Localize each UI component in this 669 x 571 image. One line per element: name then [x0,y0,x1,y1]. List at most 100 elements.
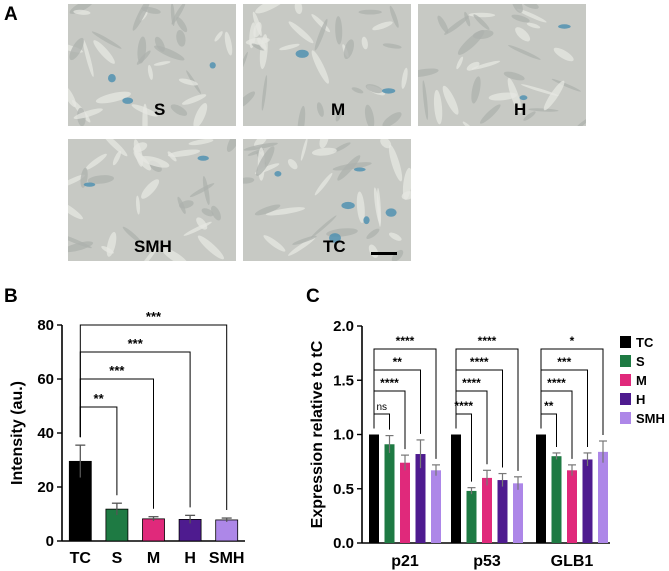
legend-label: TC [636,335,654,350]
cell-shape [523,111,536,121]
cell-shape [254,139,268,148]
micrograph-smh: SMH [68,139,236,261]
cell-shape [382,112,402,126]
cell-shape [466,61,480,71]
cell-shape [176,17,188,33]
micrograph-h-image [418,4,586,126]
cell-shape [170,4,175,27]
significance-label: ** [544,399,554,413]
significance-label: **** [547,376,566,390]
panel-c-letter: C [306,286,320,307]
cell-shape [389,5,399,28]
micrograph-m: M [243,4,411,126]
y-tick-label: 1.0 [333,427,354,444]
significance-label: **** [478,334,497,348]
cell-shape [314,18,328,51]
cell-shape [335,16,343,45]
cell-shape [171,4,186,25]
significance-bracket [373,348,437,459]
cell-shape [102,139,128,157]
cell-shape [444,15,469,35]
stain-spot [519,95,528,101]
cell-shape [294,4,303,15]
significance-label: ** [393,355,403,369]
cell-shape [87,175,115,184]
cell-shape [201,208,214,217]
bar [105,508,129,542]
cell-shape [135,195,141,215]
cell-shape [68,241,94,253]
cell-shape [82,39,94,77]
x-tick-label: S [112,550,123,567]
cell-shape [193,103,208,126]
cell-shape [361,36,368,50]
cell-shape [243,51,248,75]
cell-shape [351,87,364,94]
cell-shape [473,14,490,30]
significance-label: ** [94,391,105,406]
legend-swatch [620,374,631,386]
x-tick-label: p53 [473,553,501,570]
bar [400,462,410,543]
cell-shape [388,144,403,182]
significance-label: **** [380,376,399,390]
legend-swatch [620,393,631,405]
significance-bracket [540,369,588,447]
micrograph-label: S [154,100,166,119]
cell-shape [287,158,298,170]
significance-label: * [570,334,575,348]
stain-spot [353,167,366,172]
cell-shape [456,56,464,70]
cell-shape [101,245,114,254]
stain-spot [197,155,209,161]
cell-shape [372,21,393,31]
bar [582,459,593,543]
cell-shape [388,232,402,241]
micrograph-h: H [418,4,586,126]
cell-shape [85,153,107,170]
stain-spot [558,24,571,29]
cell-shape [335,109,342,122]
cell-shape [297,105,306,126]
cell-shape [167,149,201,157]
cell-shape [197,235,225,260]
cell-shape [137,36,147,64]
y-tick-label: 80 [37,317,54,334]
cell-shape [316,102,324,117]
cell-shape [457,29,485,55]
cell-shape [279,43,300,51]
cell-shape [380,139,392,149]
cell-shape [480,104,501,124]
legend-swatch [620,412,631,424]
micrograph-s: S [68,4,236,126]
panel-b-letter: B [4,286,18,307]
cell-shape [170,104,188,116]
significance-bracket [373,390,406,450]
significance-label: **** [454,399,473,413]
cell-shape [311,147,337,156]
micrograph-s-image [68,4,236,126]
cell-shape [255,146,275,176]
bar [369,434,379,543]
bar [431,470,441,543]
significance-bracket [373,369,421,434]
cell-shape [553,47,574,62]
cell-shape [91,31,122,49]
cell-shape [471,76,481,104]
cell-shape [391,249,404,261]
significance-label: *** [557,355,571,369]
cell-shape [507,77,522,114]
legend-label: M [636,373,647,388]
cell-shape [382,43,402,49]
legend-swatch [620,336,631,348]
cell-shape [95,91,131,104]
x-tick-label: p21 [391,553,419,570]
legend: TC SMH SMH [620,335,665,426]
significance-bracket [373,413,390,430]
stain-spot [122,97,134,104]
cell-shape [462,121,473,126]
cell-shape [263,235,286,252]
y-tick-label: 0 [46,533,54,550]
cell-shape [153,61,171,66]
significance-label: ns [376,402,387,413]
